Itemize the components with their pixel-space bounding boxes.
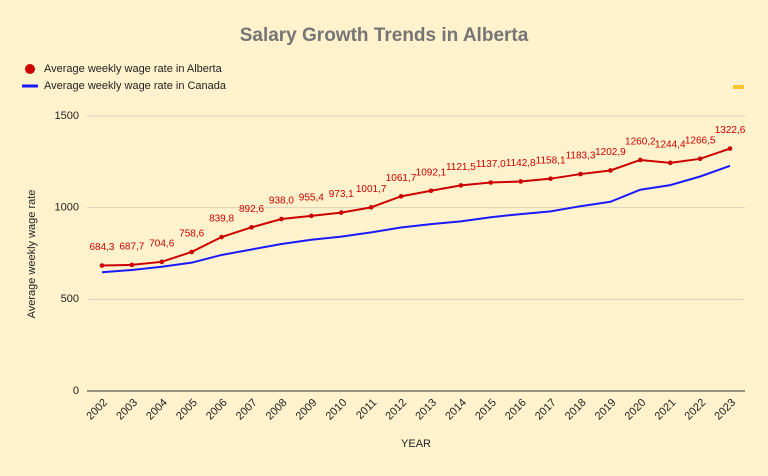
legend-label: Average weekly wage rate in Canada (44, 80, 227, 92)
point (638, 157, 643, 163)
series-line (101, 147, 731, 267)
data-label: 1322,6 (715, 125, 746, 136)
data-label: 973,1 (329, 189, 354, 200)
point (249, 225, 254, 230)
point (697, 156, 703, 162)
legend-page-indicator (733, 85, 744, 89)
data-label: 938,0 (269, 196, 294, 207)
data-label: 1121,5 (446, 162, 476, 173)
legend-marker (25, 64, 35, 74)
data-label: 1158,1 (536, 155, 566, 166)
point (608, 168, 613, 173)
point (398, 194, 404, 199)
point (458, 183, 464, 188)
point (338, 210, 344, 215)
point (488, 180, 494, 185)
point (279, 216, 284, 222)
point (129, 262, 135, 268)
data-label: 687,7 (119, 242, 144, 253)
point (309, 213, 314, 219)
data-label: 1266,5 (685, 135, 716, 146)
y-tick-label: 500 (61, 293, 79, 305)
point (518, 179, 523, 184)
data-label: 1061,7 (386, 173, 417, 184)
data-label: 704,6 (149, 238, 174, 249)
x-axis-title: YEAR (401, 438, 431, 450)
point (578, 171, 583, 177)
data-label: 1202,9 (595, 147, 626, 158)
point (368, 205, 374, 210)
point (428, 188, 434, 194)
data-label: 839,8 (209, 214, 234, 225)
point (727, 146, 733, 151)
y-tick-label: 0 (73, 385, 79, 397)
data-label: 1260,2 (625, 137, 656, 148)
data-label: 1137,0 (476, 159, 506, 170)
data-label: 1001,7 (356, 184, 387, 195)
y-tick-label: 1500 (55, 110, 79, 122)
data-label: 1142,8 (506, 158, 536, 169)
legend-label: Average weekly wage rate in Alberta (44, 63, 223, 75)
chart-title: Salary Growth Trends in Alberta (240, 25, 529, 46)
point (219, 234, 224, 240)
series-line (101, 164, 731, 274)
point (159, 259, 165, 265)
data-label: 955,4 (299, 192, 324, 203)
data-label: 1183,3 (566, 151, 596, 162)
data-label: 892,6 (239, 204, 264, 215)
point (189, 249, 194, 255)
data-label: 684,3 (89, 242, 114, 253)
data-label: 1244,4 (655, 140, 686, 151)
data-label: 1092,1 (416, 167, 447, 178)
data-label: 758,6 (179, 229, 204, 240)
point (548, 176, 553, 181)
point (667, 160, 673, 166)
point (99, 263, 105, 268)
y-tick-label: 1000 (55, 202, 79, 214)
y-axis-title: Average weekly wage rate (26, 190, 38, 319)
